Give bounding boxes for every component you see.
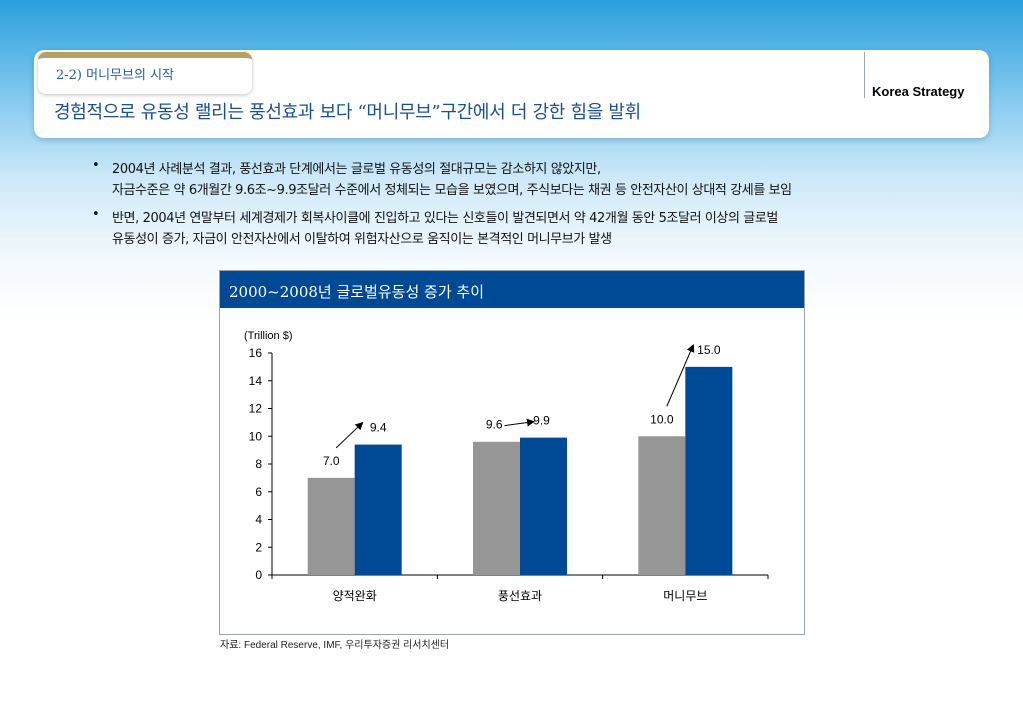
trend-arrow xyxy=(504,418,535,427)
y-tick-label: 14 xyxy=(249,374,263,388)
bullet-item: • 반면, 2004년 연말부터 세계경제가 회복사이클에 진입하고 있다는 신… xyxy=(92,207,972,228)
bullet-item: 자금수준은 약 6개월간 9.6조~9.9조달러 수준에서 정체되는 모습을 보… xyxy=(92,179,972,207)
data-label: 9.6 xyxy=(486,418,503,432)
bullet-item: • 2004년 사례분석 결과, 풍선효과 단계에서는 글로벌 유동성의 절대규… xyxy=(92,158,972,179)
data-label: 9.4 xyxy=(370,421,387,435)
data-label: 10.0 xyxy=(650,412,674,426)
x-tick-label: 머니무브 xyxy=(663,589,707,603)
bullet-text: 자금수준은 약 6개월간 9.6조~9.9조달러 수준에서 정체되는 모습을 보… xyxy=(112,183,792,198)
x-tick-label: 양적완화 xyxy=(333,589,377,603)
data-label: 15.0 xyxy=(697,343,721,357)
bullet-marker: • xyxy=(92,207,100,222)
header-divider xyxy=(864,52,865,98)
section-tab xyxy=(38,52,252,94)
bar xyxy=(685,366,733,575)
page-title: 경험적으로 유동성 랠리는 풍선효과 보다 “머니무브”구간에서 더 강한 힘을… xyxy=(54,102,641,123)
bullet-text: 2004년 사례분석 결과, 풍선효과 단계에서는 글로벌 유동성의 절대규모는… xyxy=(112,162,601,177)
bullet-item: 유동성이 증가, 자금이 안전자산에서 이탈하여 위험자산으로 움직이는 본격적… xyxy=(92,228,972,249)
trend-arrow xyxy=(335,421,364,449)
bar-chart: (Trillion $) 0 2 4 6 8 10 12 14 16 양적완화 7.0 9.4 풍선효과… xyxy=(244,330,769,603)
bar xyxy=(354,444,402,575)
bar xyxy=(473,441,520,575)
bullet-list: • 2004년 사례분석 결과, 풍선효과 단계에서는 글로벌 유동성의 절대규… xyxy=(92,158,972,249)
data-label: 7.0 xyxy=(323,454,340,468)
chart-title: 2000~2008년 글로벌유동성 증가 추이 xyxy=(229,283,485,301)
trend-arrow xyxy=(666,343,695,407)
bar xyxy=(520,437,567,575)
data-label: 9.9 xyxy=(533,414,550,428)
y-tick-label: 0 xyxy=(255,568,262,582)
bullet-text: 유동성이 증가, 자금이 안전자산에서 이탈하여 위험자산으로 움직이는 본격적… xyxy=(112,232,612,247)
bullet-marker: • xyxy=(92,158,100,173)
y-tick-label: 16 xyxy=(249,346,263,360)
chart-container: 2000~2008년 글로벌유동성 증가 추이 (Trillion $) 0 2 4… xyxy=(219,270,805,635)
x-tick-label: 풍선효과 xyxy=(498,589,542,603)
source-note: 자료: Federal Reserve, IMF, 우리투자증권 리서치센터 xyxy=(220,640,450,651)
y-tick-label: 4 xyxy=(255,513,262,527)
chart-title-bar: 2000~2008년 글로벌유동성 증가 추이 xyxy=(220,271,804,308)
y-tick-label: 8 xyxy=(255,457,262,471)
bar xyxy=(307,477,355,575)
y-tick-label: 6 xyxy=(255,485,262,499)
bullet-text: 반면, 2004년 연말부터 세계경제가 회복사이클에 진입하고 있다는 신호들… xyxy=(112,211,778,226)
y-tick-label: 10 xyxy=(249,429,263,443)
bar xyxy=(638,436,686,575)
y-tick-label: 12 xyxy=(249,402,263,416)
section-label: 2-2) 머니무브의 시작 xyxy=(56,68,174,83)
brand-label: Korea Strategy xyxy=(872,84,965,99)
y-tick-label: 2 xyxy=(255,540,262,554)
y-axis-label: (Trillion $) xyxy=(244,330,293,342)
